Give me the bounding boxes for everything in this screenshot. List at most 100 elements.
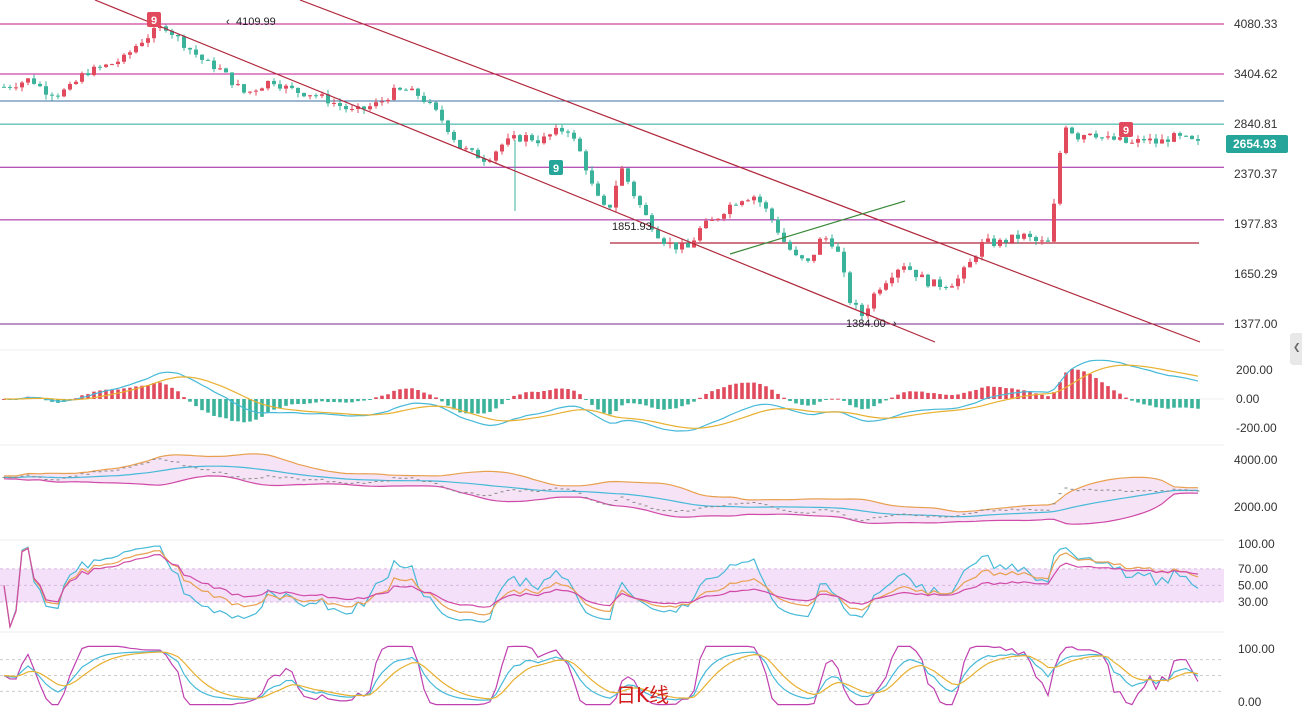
candle-body xyxy=(812,254,816,261)
candle-body xyxy=(518,135,522,142)
macd-bar xyxy=(836,398,840,400)
candle-body xyxy=(848,272,852,303)
macd-bar xyxy=(644,399,648,406)
candle-body xyxy=(170,30,174,35)
y-tick-label: 0.00 xyxy=(1236,392,1260,406)
boll-lower xyxy=(3,475,1199,525)
candle-body xyxy=(62,89,66,97)
candle-body xyxy=(188,47,192,50)
macd-bar xyxy=(590,399,594,405)
candle-body xyxy=(2,86,6,88)
macd-bar xyxy=(950,395,954,399)
candle-body xyxy=(596,183,600,196)
candle-body xyxy=(398,87,402,90)
candle-body xyxy=(182,36,186,48)
candle-body xyxy=(338,102,342,107)
candle-body xyxy=(998,239,1002,246)
candle-body xyxy=(1100,137,1104,139)
candle-body xyxy=(740,201,744,205)
macd-bar xyxy=(830,398,834,400)
candle-body xyxy=(752,196,756,201)
macd-bar xyxy=(482,399,486,414)
candle-body xyxy=(278,84,282,89)
candle-body xyxy=(914,269,918,278)
y-tick-label: 2370.37 xyxy=(1234,167,1278,181)
candle-body xyxy=(1058,152,1062,204)
y-tick-label: 30.00 xyxy=(1238,595,1268,609)
macd-bar xyxy=(902,392,906,399)
candle-body xyxy=(260,88,264,91)
macd-bar xyxy=(602,399,606,413)
candle-body xyxy=(134,46,138,53)
macd-bar xyxy=(848,399,852,406)
candle-body xyxy=(458,139,462,149)
macd-bar xyxy=(908,391,912,399)
y-tick-label: 1377.00 xyxy=(1234,317,1278,331)
candle-body xyxy=(464,148,468,150)
candle-body xyxy=(626,168,630,182)
candle-body xyxy=(122,54,126,62)
macd-bar xyxy=(188,399,192,402)
y-tick-label: 1977.83 xyxy=(1234,217,1278,231)
candle-body xyxy=(542,136,546,144)
macd-bar xyxy=(488,399,492,412)
macd-bar xyxy=(620,399,624,406)
y-tick-label: 100.00 xyxy=(1238,537,1275,551)
macd-bar xyxy=(608,399,612,415)
candle-body xyxy=(854,302,858,305)
macd-bar xyxy=(1064,372,1068,399)
macd-bar xyxy=(794,399,798,404)
y-tick-label: 0.00 xyxy=(1238,695,1262,709)
macd-bar xyxy=(338,399,342,403)
low-label: 1384.00 xyxy=(846,318,886,330)
macd-bar xyxy=(656,399,660,410)
macd-bar xyxy=(1196,399,1200,409)
channel-upper xyxy=(299,0,1201,343)
macd-bar xyxy=(548,390,552,399)
candle-body xyxy=(902,266,906,270)
macd-bar xyxy=(1094,378,1098,399)
candle-body xyxy=(350,109,354,111)
candle-body xyxy=(794,249,798,256)
macd-bar xyxy=(92,391,96,399)
candle-body xyxy=(680,243,684,250)
channel-lower xyxy=(94,0,936,343)
macd-bar xyxy=(1166,399,1170,409)
macd-bar xyxy=(140,385,144,399)
macd-bar xyxy=(860,399,864,410)
candle-body xyxy=(698,228,702,241)
y-tick-label: 2840.81 xyxy=(1234,117,1278,131)
candle-body xyxy=(572,132,576,139)
candle-body xyxy=(152,28,156,39)
candle-body xyxy=(722,214,726,219)
candle-body xyxy=(440,109,444,121)
macd-bar xyxy=(1160,399,1164,408)
macd-bar xyxy=(704,393,708,399)
macd-bar xyxy=(890,397,894,399)
y-tick-label: 200.00 xyxy=(1236,363,1273,377)
candle-body xyxy=(656,229,660,239)
macd-bar xyxy=(362,399,366,401)
badge: 9 xyxy=(1119,122,1133,137)
boll-panel xyxy=(2,453,1200,525)
macd-bar xyxy=(944,394,948,399)
macd-bar xyxy=(392,390,396,399)
macd-bar xyxy=(614,399,618,412)
candle-body xyxy=(968,261,972,268)
candle-body xyxy=(1040,240,1044,242)
badge-text: 9 xyxy=(553,163,559,175)
collapse-handle[interactable]: ❮ xyxy=(1290,333,1302,365)
candle-body xyxy=(266,80,270,89)
macd-bar xyxy=(1076,369,1080,399)
candle-body xyxy=(428,101,432,103)
macd-bar xyxy=(224,399,228,419)
macd-bar xyxy=(410,388,414,399)
candle-body xyxy=(362,106,366,110)
macd-bar xyxy=(332,399,336,403)
macd-bar xyxy=(572,390,576,399)
candle-body xyxy=(1082,135,1086,140)
macd-bar xyxy=(242,399,246,423)
candle-body xyxy=(962,267,966,279)
candle-body xyxy=(146,38,150,43)
